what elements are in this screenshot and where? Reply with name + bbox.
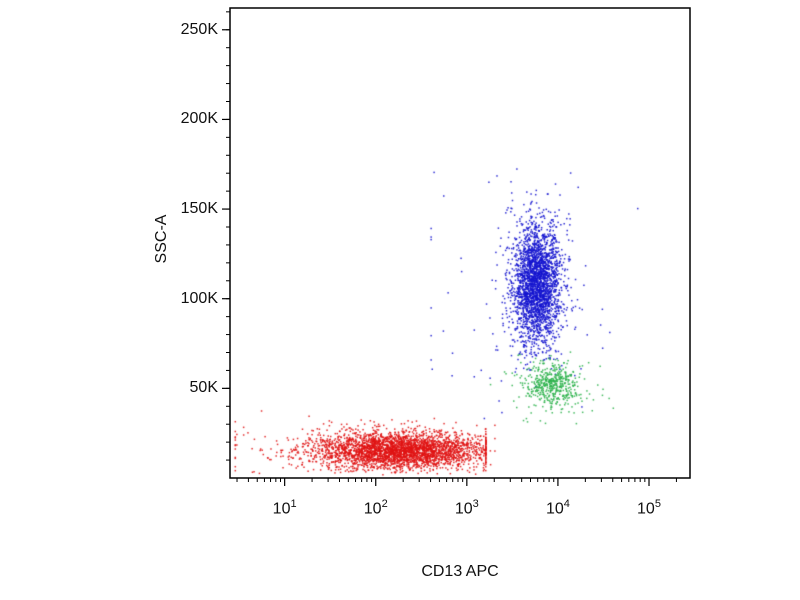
- x-axis-tick-label: 102: [363, 498, 388, 518]
- y-axis-tick-label: 250K: [180, 20, 218, 38]
- y-axis-label: SSC-A: [153, 214, 170, 264]
- x-axis-label: CD13 APC: [421, 563, 499, 580]
- x-axis-tick-label: 101: [272, 498, 297, 518]
- y-axis-tick-label: 100K: [180, 289, 218, 307]
- y-axis-tick-label: 150K: [180, 200, 218, 218]
- y-axis-tick-label: 50K: [189, 379, 218, 397]
- x-axis-tick-label: 104: [545, 498, 570, 518]
- y-axis-tick-label: 200K: [180, 110, 218, 128]
- x-axis-tick-label: 105: [637, 498, 661, 518]
- x-axis-tick-label: 103: [454, 498, 479, 518]
- plot-frame: [229, 7, 691, 479]
